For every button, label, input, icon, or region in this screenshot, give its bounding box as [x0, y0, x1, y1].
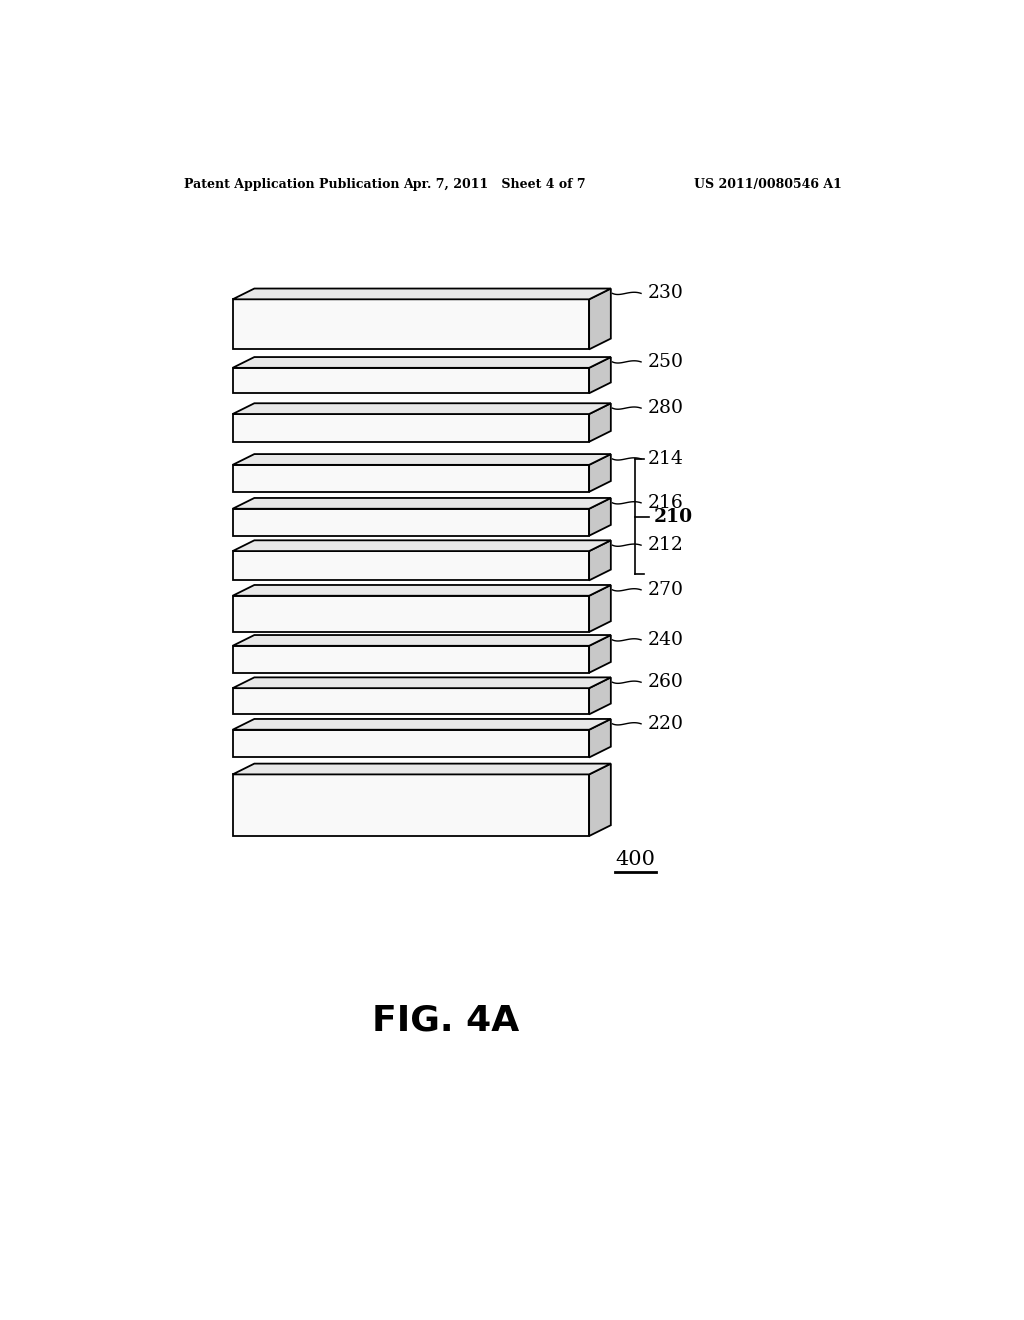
Text: 220: 220: [647, 715, 683, 733]
Polygon shape: [232, 404, 611, 414]
Polygon shape: [232, 719, 611, 730]
Text: 400: 400: [615, 850, 655, 869]
Polygon shape: [589, 540, 611, 581]
Polygon shape: [589, 635, 611, 673]
Polygon shape: [232, 358, 611, 368]
Text: 230: 230: [647, 284, 683, 302]
Text: 280: 280: [647, 399, 683, 417]
Text: 260: 260: [647, 673, 683, 692]
Polygon shape: [232, 635, 611, 645]
Polygon shape: [589, 358, 611, 393]
Polygon shape: [589, 585, 611, 632]
Polygon shape: [232, 498, 611, 508]
Polygon shape: [232, 775, 589, 836]
Text: Patent Application Publication: Patent Application Publication: [183, 178, 399, 191]
Polygon shape: [232, 552, 589, 581]
Polygon shape: [589, 498, 611, 536]
Polygon shape: [589, 763, 611, 836]
Polygon shape: [589, 454, 611, 492]
Text: 270: 270: [647, 581, 683, 599]
Polygon shape: [589, 404, 611, 442]
Polygon shape: [232, 763, 611, 775]
Text: 240: 240: [647, 631, 683, 649]
Polygon shape: [589, 289, 611, 350]
Text: US 2011/0080546 A1: US 2011/0080546 A1: [693, 178, 842, 191]
Polygon shape: [232, 595, 589, 632]
Text: FIG. 4A: FIG. 4A: [372, 1003, 519, 1038]
Polygon shape: [232, 688, 589, 714]
Polygon shape: [232, 585, 611, 595]
Polygon shape: [232, 730, 589, 758]
Text: Apr. 7, 2011   Sheet 4 of 7: Apr. 7, 2011 Sheet 4 of 7: [403, 178, 586, 191]
Text: 212: 212: [647, 536, 683, 554]
Text: 210: 210: [653, 508, 692, 525]
Polygon shape: [232, 465, 589, 492]
Polygon shape: [232, 645, 589, 673]
Polygon shape: [589, 677, 611, 714]
Polygon shape: [232, 414, 589, 442]
Polygon shape: [232, 454, 611, 465]
Polygon shape: [232, 368, 589, 393]
Polygon shape: [232, 677, 611, 688]
Polygon shape: [232, 508, 589, 536]
Text: 250: 250: [647, 352, 683, 371]
Polygon shape: [589, 719, 611, 758]
Text: 216: 216: [647, 494, 683, 512]
Polygon shape: [232, 540, 611, 552]
Polygon shape: [232, 300, 589, 350]
Polygon shape: [232, 289, 611, 300]
Text: 214: 214: [647, 450, 683, 467]
